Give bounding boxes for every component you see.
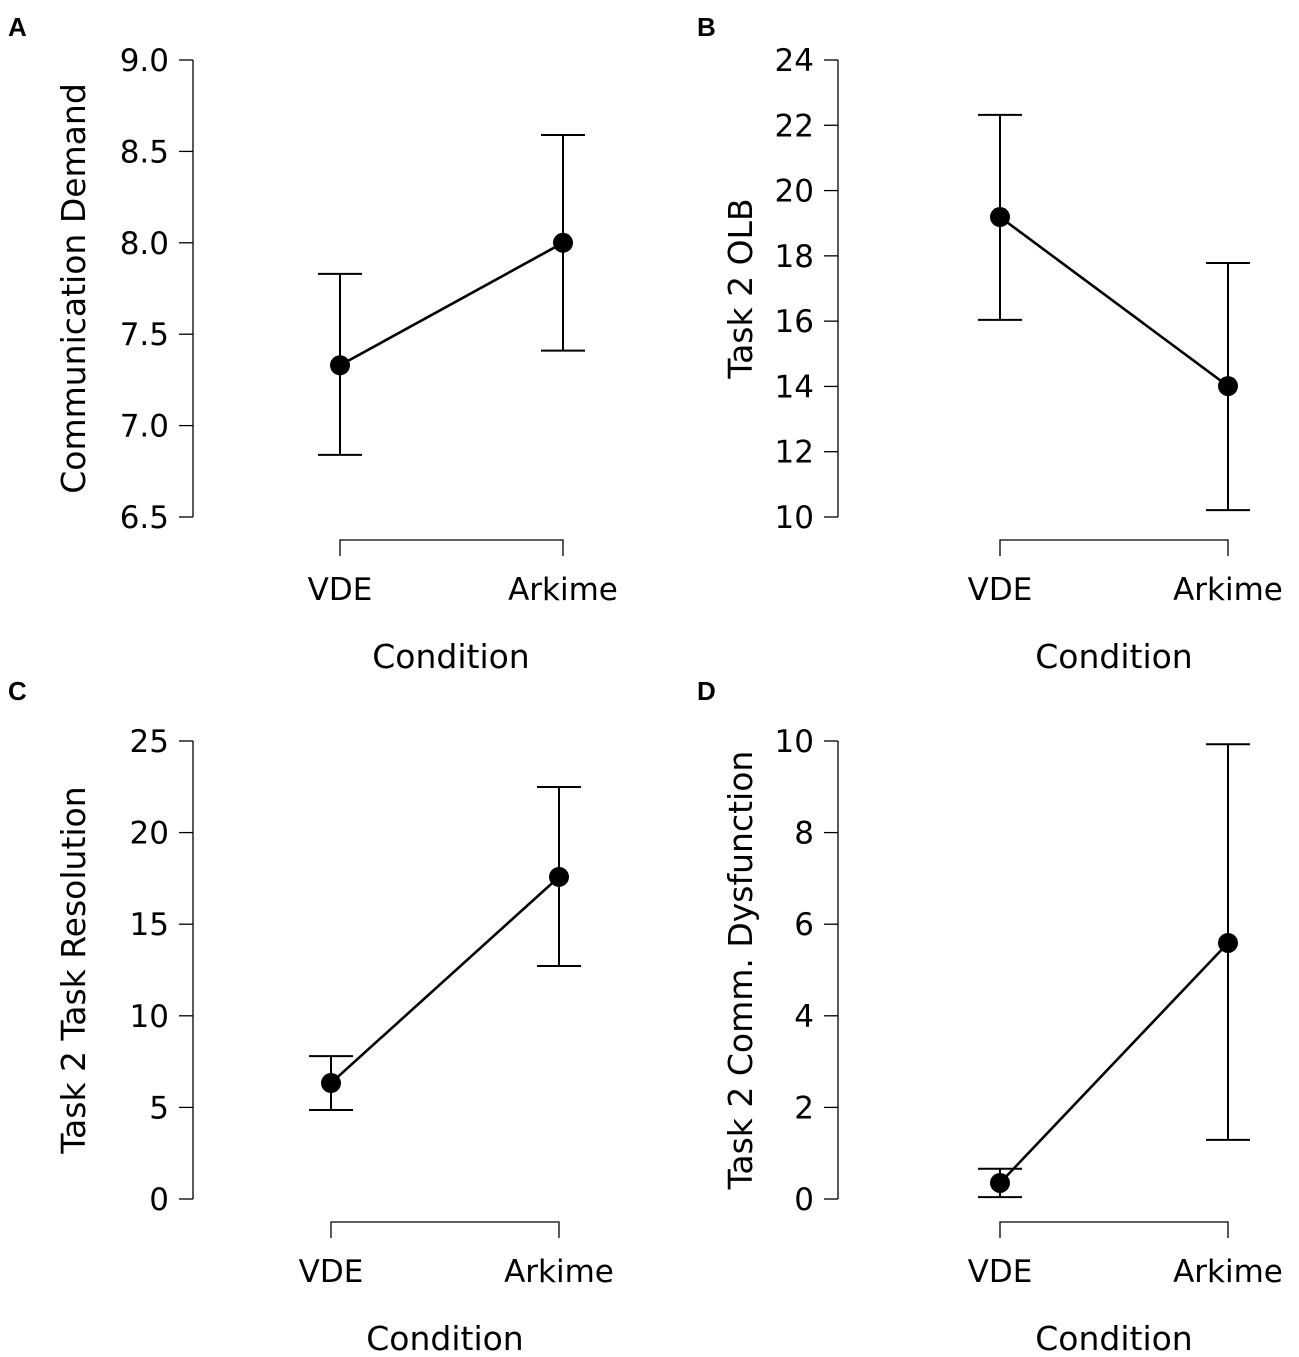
panel-d: D 0 2 4 6 8 10 Task 2 Comm. Dysfunction VDE Arkim…	[697, 676, 1283, 1357]
series-line	[339, 241, 564, 367]
y-tick-label: 16	[775, 304, 814, 340]
x-axis-label: Condition	[372, 637, 529, 676]
y-tick-label: 20	[130, 816, 169, 852]
y-tick-label: 5	[149, 1090, 169, 1126]
panel-c: C 0 5 10 15 20 25 Task 2 Task Resolution VDE Arki…	[8, 676, 614, 1357]
panel-a: A 6.5 7.0 7.5 8.0 8.5 9.0 Communication Demand V…	[8, 12, 618, 676]
data-point	[553, 232, 573, 253]
y-tick-label: 15	[130, 907, 169, 943]
data-point	[549, 866, 569, 887]
y-axis-label: Task 2 OLB	[721, 198, 760, 379]
y-axis-label: Communication Demand	[54, 83, 93, 494]
panel-b: B 10 12 14 16 18 20 22 24 Task 2 OLB VDE Arkime Cond…	[697, 12, 1283, 676]
panel-label: B	[697, 12, 716, 42]
y-tick-label: 6	[794, 907, 814, 943]
data-point	[330, 355, 350, 376]
x-tick-label: VDE	[299, 1254, 364, 1290]
x-axis-label: Condition	[1035, 637, 1192, 676]
x-axis-label: Condition	[1035, 1319, 1192, 1357]
x-tick-label: VDE	[968, 572, 1033, 608]
y-tick-label: 6.5	[120, 500, 169, 536]
y-tick-label: 25	[130, 724, 169, 760]
y-tick-label: 8	[794, 816, 814, 852]
panel-label: A	[8, 12, 27, 42]
y-tick-label: 9.0	[120, 43, 169, 79]
y-tick-label: 4	[794, 999, 814, 1035]
data-point	[1218, 376, 1238, 397]
data-point	[990, 1172, 1010, 1193]
y-tick-label: 20	[775, 174, 814, 210]
y-tick-label: 8.5	[120, 134, 169, 170]
x-tick-label: Arkime	[508, 572, 618, 608]
panel-label: D	[697, 676, 716, 706]
y-tick-label: 10	[775, 500, 814, 536]
y-tick-label: 10	[130, 999, 169, 1035]
data-point	[1218, 932, 1238, 953]
data-point	[990, 207, 1010, 228]
x-tick-label: VDE	[308, 572, 373, 608]
x-tick-label: VDE	[968, 1254, 1033, 1290]
y-tick-label: 22	[775, 108, 814, 144]
y-tick-label: 0	[149, 1182, 169, 1218]
y-tick-label: 8.0	[120, 226, 169, 262]
y-axis-label: Task 2 Comm. Dysfunction	[721, 751, 760, 1191]
series-line	[330, 875, 560, 1084]
x-tick-label: Arkime	[1173, 1254, 1283, 1290]
x-axis-line	[330, 1221, 560, 1238]
x-axis-line	[339, 539, 564, 556]
y-tick-label: 12	[775, 435, 814, 471]
x-axis-label: Condition	[366, 1319, 523, 1357]
series-line	[999, 215, 1229, 388]
y-tick-label: 14	[775, 369, 814, 405]
x-tick-label: Arkime	[504, 1254, 614, 1290]
y-tick-label: 18	[775, 239, 814, 275]
y-tick-label: 10	[775, 724, 814, 760]
x-axis-line	[999, 1221, 1229, 1238]
x-axis-line	[999, 539, 1229, 556]
y-tick-label: 7.0	[120, 409, 169, 445]
y-tick-label: 24	[775, 43, 814, 79]
panel-label: C	[8, 676, 27, 706]
x-tick-label: Arkime	[1173, 572, 1283, 608]
data-point	[321, 1073, 341, 1094]
y-tick-label: 7.5	[120, 317, 169, 353]
y-tick-label: 0	[794, 1182, 814, 1218]
series-line	[999, 942, 1229, 1184]
y-axis-label: Task 2 Task Resolution	[54, 786, 93, 1154]
y-tick-label: 2	[794, 1090, 814, 1126]
